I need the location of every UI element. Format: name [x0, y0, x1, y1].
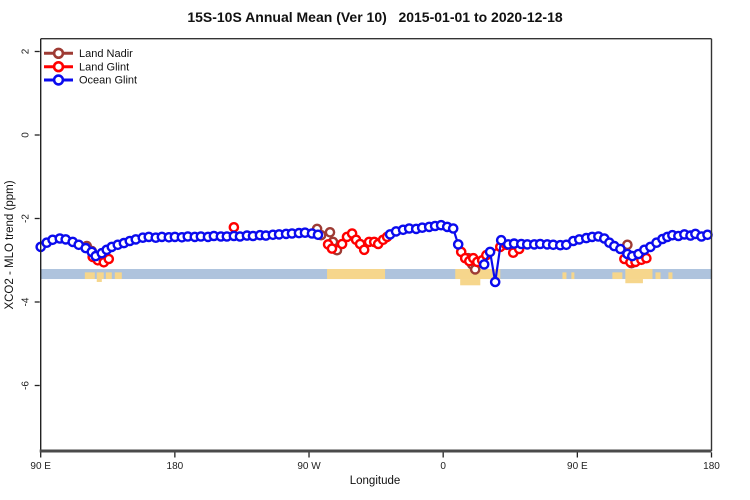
legend-marker-ocean-glint-icon — [52, 74, 65, 86]
data-point — [336, 238, 348, 250]
legend-item-land-glint: Land Glint — [44, 60, 129, 73]
land-patch — [625, 269, 653, 280]
land-patch — [96, 272, 104, 280]
data-point — [702, 229, 713, 241]
data-point — [489, 276, 501, 288]
land-patch — [327, 269, 386, 280]
legend-label-land-glint: Land Glint — [79, 61, 129, 73]
land-patch — [84, 272, 95, 280]
land-patch — [562, 272, 567, 280]
x-tick-label: 90 E — [567, 461, 588, 472]
x-tick-label: 180 — [167, 461, 184, 472]
x-tick-label: 90 E — [30, 461, 51, 472]
land-patch-spur — [625, 279, 643, 284]
data-point — [326, 243, 338, 254]
y-axis-title: XCO2 - MLO trend (ppm) — [4, 180, 16, 309]
y-tick-label: -6 — [21, 381, 32, 390]
y-tick-label: -4 — [21, 297, 32, 306]
land-patch-spur — [96, 279, 102, 282]
legend-label-ocean-glint: Ocean Glint — [79, 75, 137, 87]
land-patch — [655, 272, 661, 280]
legend-marker-land-glint-icon — [52, 60, 65, 73]
data-point — [478, 259, 490, 270]
y-tick-label: 2 — [21, 48, 32, 54]
y-tick-label: 0 — [21, 132, 32, 138]
data-point — [447, 223, 459, 234]
legend-marker-land-nadir-icon — [52, 47, 65, 59]
land-patch — [571, 272, 575, 280]
x-tick-label: 0 — [440, 461, 446, 472]
legend-item-land-nadir: Land Nadir — [44, 47, 133, 60]
data-point — [324, 226, 336, 238]
land-patch — [114, 272, 122, 280]
data-point — [103, 253, 115, 265]
legend-label-land-nadir: Land Nadir — [79, 48, 133, 60]
legend: Land Nadir Land Glint Ocean Glint — [44, 47, 137, 87]
x-tick-label: 90 W — [297, 461, 321, 472]
chart-title: 15S-10S Annual Mean (Ver 10) 2015-01-01 … — [187, 9, 563, 25]
series-ocean-glint — [35, 219, 713, 288]
land-patch — [612, 272, 623, 280]
data-point — [484, 246, 496, 258]
data-point — [452, 239, 464, 250]
data-point — [312, 229, 324, 241]
land-patch-spur — [460, 279, 481, 286]
x-axis-title: Longitude — [350, 475, 401, 487]
land-patch — [105, 272, 112, 280]
y-tick-label: -2 — [21, 214, 32, 223]
land-patch — [668, 272, 673, 280]
data-point — [228, 221, 240, 233]
legend-item-ocean-glint: Ocean Glint — [44, 74, 137, 87]
data-point — [358, 244, 370, 256]
data-point — [615, 243, 626, 255]
x-tick-label: 180 — [703, 461, 720, 472]
plot-area: 90 E 180 90 W 0 90 E 180 2 0 -2 -4 -6 — [21, 38, 720, 472]
